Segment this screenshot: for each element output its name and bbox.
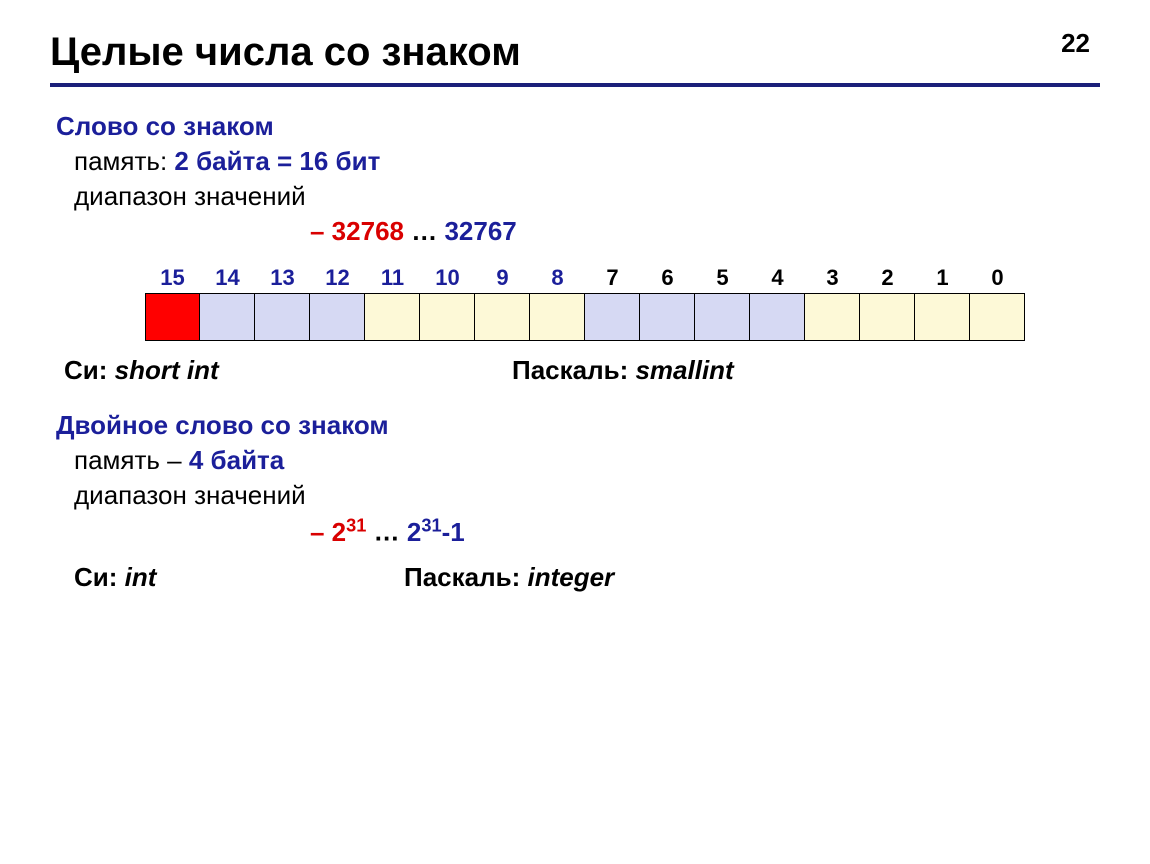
bit-cell-1: [915, 293, 970, 341]
p-label: Паскаль:: [512, 355, 635, 385]
bit-cell-9: [475, 293, 530, 341]
p2-type: integer: [527, 562, 614, 592]
bit-label-7: 7: [585, 265, 640, 291]
section1-memory: память: 2 байта = 16 бит: [74, 146, 1100, 177]
bit-cell-11: [365, 293, 420, 341]
bit-label-6: 6: [640, 265, 695, 291]
range2-high: 231-1: [407, 517, 465, 547]
bit-label-9: 9: [475, 265, 530, 291]
section1-lang-row: Си: short int Паскаль: smallint: [64, 355, 1100, 386]
range-high: 32767: [444, 216, 516, 246]
bit-labels-row: 1514131211109876543210: [145, 265, 1100, 291]
bit-cell-4: [750, 293, 805, 341]
bit-cell-2: [860, 293, 915, 341]
bit-cell-6: [640, 293, 695, 341]
c2-type: int: [125, 562, 157, 592]
slide: 22 Целые числа со знаком Слово со знаком…: [0, 0, 1150, 864]
bit-cell-5: [695, 293, 750, 341]
bit-cell-3: [805, 293, 860, 341]
bit-label-4: 4: [750, 265, 805, 291]
bit-cell-13: [255, 293, 310, 341]
range2-low: – 231: [310, 517, 366, 547]
bit-label-10: 10: [420, 265, 475, 291]
bit-label-2: 2: [860, 265, 915, 291]
bit-label-15: 15: [145, 265, 200, 291]
section2-memory: память – 4 байта: [74, 445, 1100, 476]
section2-c: Си: int: [74, 562, 404, 593]
bit-cell-0: [970, 293, 1025, 341]
section2-lang-row: Си: int Паскаль: integer: [74, 562, 1100, 593]
c-type: short int: [115, 355, 219, 385]
page-number: 22: [1061, 28, 1090, 59]
bit-label-12: 12: [310, 265, 365, 291]
slide-title: Целые числа со знаком: [50, 30, 1100, 75]
bit-cell-14: [200, 293, 255, 341]
bit-label-3: 3: [805, 265, 860, 291]
section1-heading: Слово со знаком: [56, 111, 1100, 142]
range-ellipsis: …: [411, 216, 437, 246]
bit-label-13: 13: [255, 265, 310, 291]
mem-prefix: память:: [74, 146, 174, 176]
bit-cell-12: [310, 293, 365, 341]
bit-label-1: 1: [915, 265, 970, 291]
section2-heading: Двойное слово со знаком: [56, 410, 1100, 441]
bit-label-11: 11: [365, 265, 420, 291]
p2-label: Паскаль:: [404, 562, 527, 592]
bit-cell-7: [585, 293, 640, 341]
section1-range: – 32768 … 32767: [310, 216, 1100, 247]
mem2-value: 4 байта: [189, 445, 284, 475]
section1-c: Си: short int: [64, 355, 512, 386]
bit-diagram: 1514131211109876543210: [145, 265, 1100, 341]
range-low: – 32768: [310, 216, 404, 246]
bit-cell-10: [420, 293, 475, 341]
bit-label-5: 5: [695, 265, 750, 291]
section1-pascal: Паскаль: smallint: [512, 355, 734, 386]
mem2-prefix: память –: [74, 445, 189, 475]
bit-cells-row: [145, 293, 1100, 341]
mem-value: 2 байта = 16 бит: [174, 146, 380, 176]
bit-cell-15: [145, 293, 200, 341]
section2-range: – 231 … 231-1: [310, 515, 1100, 548]
c-label: Си:: [64, 355, 115, 385]
bit-label-14: 14: [200, 265, 255, 291]
bit-cell-8: [530, 293, 585, 341]
bit-label-0: 0: [970, 265, 1025, 291]
section1-range-label: диапазон значений: [74, 181, 1100, 212]
range2-ellipsis: …: [374, 517, 400, 547]
section2-range-label: диапазон значений: [74, 480, 1100, 511]
title-underline: [50, 83, 1100, 87]
bit-label-8: 8: [530, 265, 585, 291]
section2-pascal: Паскаль: integer: [404, 562, 614, 593]
p-type: smallint: [635, 355, 733, 385]
c2-label: Си:: [74, 562, 125, 592]
